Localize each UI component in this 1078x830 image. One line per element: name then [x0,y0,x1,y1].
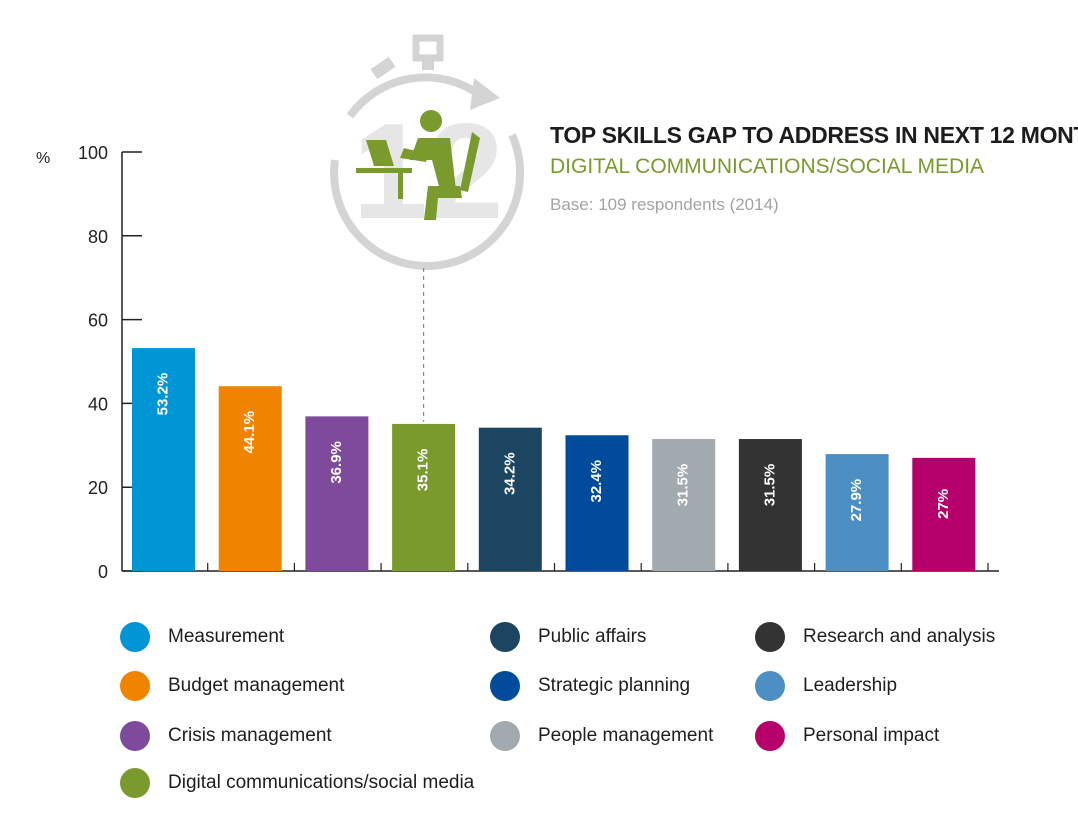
bar-value-label: 53.2% [154,373,171,416]
chart-title: TOP SKILLS GAP TO ADDRESS IN NEXT 12 MON… [550,122,1078,148]
bar [478,427,542,571]
y-tick-label: 60 [88,311,108,331]
bar-value-label: 35.1% [415,449,432,492]
person-body [410,138,456,190]
bar-value-label: 32.4% [588,460,605,503]
bar [652,439,716,571]
bar [305,416,369,571]
bar [738,439,802,571]
bar-value-label: 27% [935,489,952,519]
stopwatch-ring [330,133,525,270]
chair-back [460,132,480,192]
bar-value-label: 44.1% [241,411,258,454]
y-tick-label: 20 [88,478,108,498]
bar-value-label: 36.9% [328,441,345,484]
y-tick-label: 80 [88,227,108,247]
bar [132,348,195,571]
bar-value-label: 31.5% [761,464,778,507]
y-axis-unit-label: % [36,150,51,167]
bar [912,457,976,571]
stopwatch-arrow-head [470,78,500,110]
person-head [420,110,442,132]
desk-leg [398,173,403,199]
bar [218,386,282,571]
stopwatch-stem [422,56,434,70]
stopwatch-button [370,56,396,80]
stopwatch-crown [412,34,444,62]
y-tick-label: 40 [88,394,108,414]
base-note: Base: 109 respondents (2014) [550,195,779,214]
desk [356,168,412,173]
person-legs [424,186,462,220]
bar [825,454,889,571]
laptop [366,140,394,166]
stopwatch-ring-top [346,73,483,119]
y-tick-label: 100 [78,143,108,163]
bar [392,423,456,571]
person-arm [400,148,428,162]
chart-subtitle: DIGITAL COMMUNICATIONS/SOCIAL MEDIA [550,155,985,178]
bar [565,435,629,571]
stopwatch-icon: 12 [330,34,525,270]
y-tick-label: 0 [98,562,108,582]
bar-value-label: 27.9% [848,479,865,522]
bar-value-label: 34.2% [501,452,518,495]
bar-value-label: 31.5% [675,464,692,507]
